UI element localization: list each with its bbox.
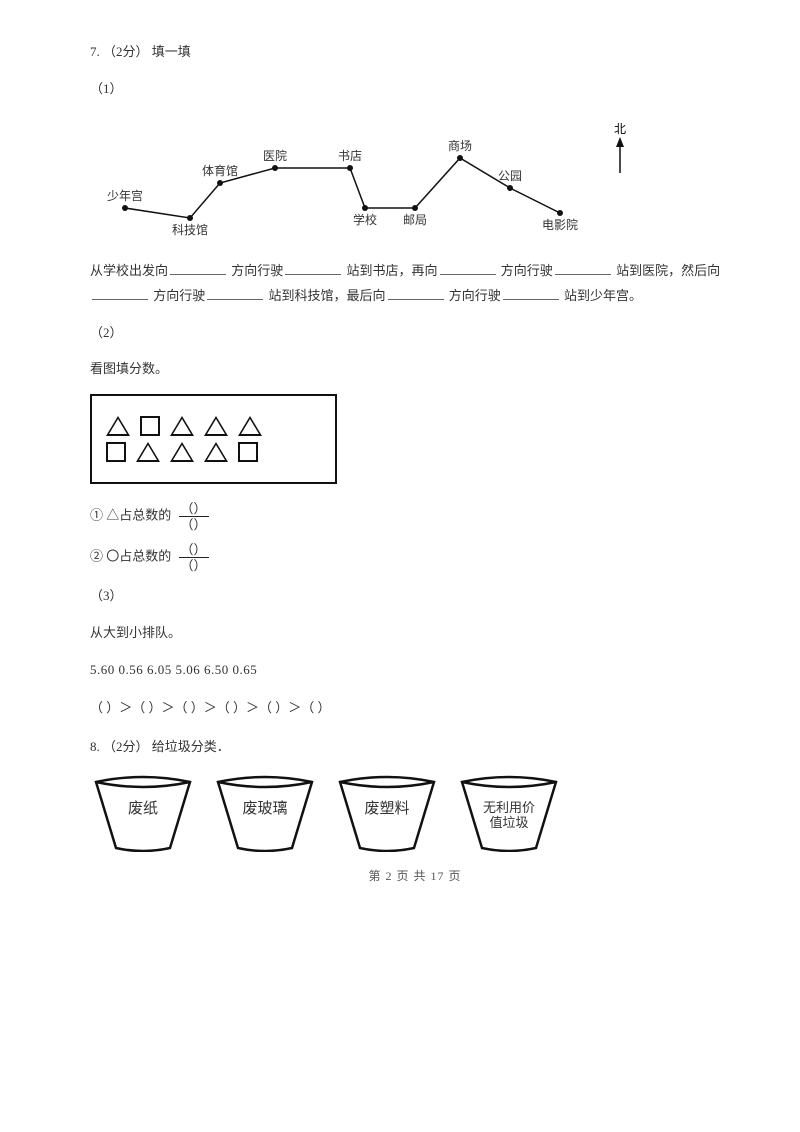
triangle-icon bbox=[170, 442, 194, 462]
text-p8: 方向行驶 bbox=[449, 288, 501, 303]
map-diagram: 少年宫科技馆 体育馆 医院 书店学校 邮局 商场公园电影院 北 bbox=[90, 113, 650, 243]
q8-header: 8. （2分） 给垃圾分类． bbox=[90, 735, 740, 760]
page-footer: 第 2 页 共 17 页 bbox=[90, 865, 740, 888]
bins-row: 废纸废玻璃废塑料无利用价 值垃圾 bbox=[90, 772, 740, 831]
q7-sub2-line2: ② 〇占总数的 （） （） bbox=[90, 543, 740, 572]
square-icon bbox=[238, 442, 258, 462]
triangle-icon bbox=[204, 416, 228, 436]
q7-sub2-title: 看图填分数。 bbox=[90, 357, 740, 382]
triangle-icon bbox=[106, 416, 130, 436]
bin-label: 废纸 bbox=[90, 800, 196, 818]
triangle-icon bbox=[170, 416, 194, 436]
triangle-icon bbox=[238, 416, 262, 436]
line1-prefix: ① △占总数的 bbox=[90, 508, 171, 523]
q7-sub2-label: （2） bbox=[90, 321, 740, 346]
blank[interactable] bbox=[388, 285, 444, 300]
blank[interactable] bbox=[555, 260, 611, 275]
bin: 无利用价 值垃圾 bbox=[456, 772, 562, 831]
svg-text:公园: 公园 bbox=[498, 169, 522, 183]
svg-text:北: 北 bbox=[614, 122, 626, 136]
q7-sub2-line1: ① △占总数的 （） （） bbox=[90, 502, 740, 531]
q7-sub3-label: （3） bbox=[90, 584, 740, 609]
bin-label: 无利用价 值垃圾 bbox=[456, 800, 562, 831]
triangle-icon bbox=[136, 442, 160, 462]
bin: 废纸 bbox=[90, 772, 196, 831]
number-list: 5.60 0.56 6.05 5.06 6.50 0.65 bbox=[90, 658, 740, 683]
text-p7: 站到科技馆，最后向 bbox=[269, 288, 386, 303]
blank[interactable] bbox=[170, 260, 226, 275]
svg-text:邮局: 邮局 bbox=[403, 213, 427, 227]
svg-text:少年宫: 少年宫 bbox=[107, 188, 143, 203]
blank[interactable] bbox=[440, 260, 496, 275]
triangle-icon bbox=[204, 442, 228, 462]
blank[interactable] bbox=[285, 260, 341, 275]
svg-text:书店: 书店 bbox=[338, 149, 362, 163]
svg-text:科技馆: 科技馆 bbox=[172, 222, 208, 237]
svg-text:体育馆: 体育馆 bbox=[202, 163, 238, 178]
svg-text:学校: 学校 bbox=[353, 212, 377, 227]
frac-num: （） bbox=[179, 543, 209, 558]
blank[interactable] bbox=[92, 285, 148, 300]
text-p2: 方向行驶 bbox=[231, 263, 283, 278]
q7-sub1-label: （1） bbox=[90, 77, 740, 102]
bin-label: 废塑料 bbox=[334, 800, 440, 818]
line2-prefix: ② 〇占总数的 bbox=[90, 549, 171, 564]
paren-sequence[interactable]: （ ）＞（ ）＞（ ）＞（ ）＞（ ）＞（ ） bbox=[90, 696, 740, 721]
text-p3: 站到书店，再向 bbox=[347, 263, 438, 278]
text-p1: 从学校出发向 bbox=[90, 263, 168, 278]
text-p9: 站到少年宫。 bbox=[564, 288, 642, 303]
shapes-box bbox=[90, 394, 337, 484]
fraction-blank[interactable]: （） （） bbox=[179, 543, 209, 572]
frac-den: （） bbox=[179, 558, 209, 572]
text-p5: 站到医院，然后向 bbox=[616, 263, 720, 278]
svg-text:商场: 商场 bbox=[448, 138, 472, 153]
square-icon bbox=[140, 416, 160, 436]
shape-row-2 bbox=[106, 442, 321, 462]
text-p6: 方向行驶 bbox=[153, 288, 205, 303]
fraction-blank[interactable]: （） （） bbox=[179, 502, 209, 531]
text-p4: 方向行驶 bbox=[501, 263, 553, 278]
svg-text:电影院: 电影院 bbox=[542, 218, 578, 232]
bin: 废玻璃 bbox=[212, 772, 318, 831]
blank[interactable] bbox=[207, 285, 263, 300]
svg-text:医院: 医院 bbox=[263, 149, 287, 163]
bin: 废塑料 bbox=[334, 772, 440, 831]
q7-fill-sentence: 从学校出发向 方向行驶 站到书店，再向 方向行驶 站到医院，然后向 方向行驶 站… bbox=[90, 259, 740, 308]
frac-den: （） bbox=[179, 517, 209, 531]
q7-sub3-title: 从大到小排队。 bbox=[90, 621, 740, 646]
blank[interactable] bbox=[503, 285, 559, 300]
bin-label: 废玻璃 bbox=[212, 800, 318, 818]
q7-header: 7. （2分） 填一填 bbox=[90, 40, 740, 65]
shape-row-1 bbox=[106, 416, 321, 436]
square-icon bbox=[106, 442, 126, 462]
frac-num: （） bbox=[179, 502, 209, 517]
